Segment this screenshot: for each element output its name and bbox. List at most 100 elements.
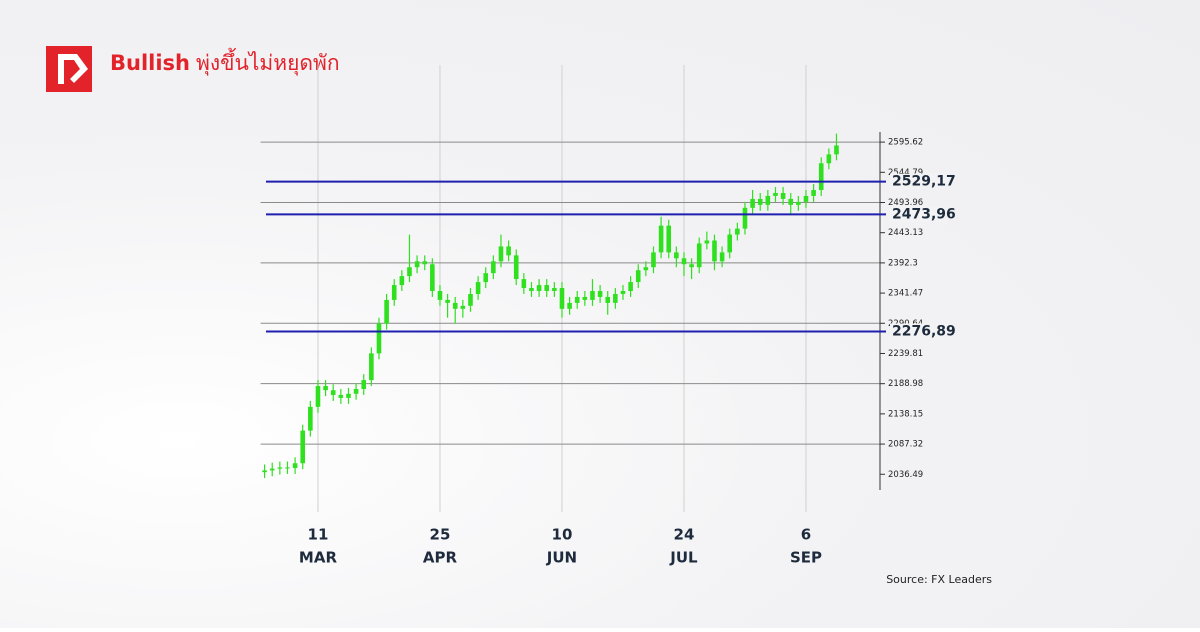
candle-body <box>704 240 710 244</box>
candle-body <box>567 302 572 309</box>
candle-body <box>277 467 283 469</box>
candle-body <box>796 201 801 205</box>
candle-body <box>468 293 473 306</box>
candle-body <box>597 290 603 297</box>
candle-body <box>788 198 794 205</box>
candle-body <box>666 225 672 253</box>
y-tick-label: 2188.98 <box>888 379 923 389</box>
level-label: 2473,96 <box>892 206 956 222</box>
title-bold: Bullish <box>110 51 190 75</box>
candle-body <box>491 261 496 274</box>
x-tick-month: MAR <box>299 549 338 567</box>
candle-body <box>544 285 550 291</box>
level-label: 2529,17 <box>892 174 956 190</box>
candle-body <box>529 288 534 291</box>
y-tick-label: 2036.49 <box>888 470 923 480</box>
candle-body <box>582 296 588 300</box>
candle-body <box>719 252 725 262</box>
candle-body <box>376 323 382 354</box>
candle-body <box>521 279 527 289</box>
candle-body <box>498 246 504 262</box>
candle-body <box>430 264 435 291</box>
candle-body <box>292 463 298 469</box>
candle-body <box>559 288 565 309</box>
candle-body <box>308 406 313 431</box>
y-tick-label: 2239.81 <box>888 349 923 359</box>
candle-body <box>742 207 748 229</box>
candle-body <box>460 305 466 309</box>
candle-body <box>346 393 351 398</box>
candle-body <box>353 389 359 394</box>
y-tick-label: 2341.47 <box>888 289 923 299</box>
candle-body <box>780 192 786 199</box>
x-tick-month: JUN <box>546 549 577 567</box>
level-label-bg <box>890 323 948 340</box>
candle-body <box>513 255 519 280</box>
candle-body <box>826 154 832 164</box>
candle-body <box>651 252 656 268</box>
candle-body <box>391 285 397 300</box>
logo <box>46 46 92 92</box>
y-tick-label: 2087.32 <box>888 440 923 450</box>
candle-body <box>506 246 511 256</box>
candle-body <box>605 296 611 303</box>
candle-body <box>445 299 450 303</box>
candle-body <box>437 290 443 300</box>
x-tick-month: JUL <box>669 549 698 567</box>
x-tick-month: APR <box>423 549 458 567</box>
candle-body <box>369 353 374 381</box>
candle-body <box>635 270 641 283</box>
level-label: 2276,89 <box>892 323 956 339</box>
candle-body <box>300 430 306 464</box>
candle-body <box>818 163 824 190</box>
candle-body <box>834 145 839 155</box>
y-tick-label: 2595.62 <box>888 138 923 148</box>
candle-body <box>689 264 694 268</box>
candle-body <box>750 198 755 208</box>
y-tick-label: 2493.96 <box>888 198 923 208</box>
x-tick-day: 11 <box>308 526 329 544</box>
candle-body <box>269 468 275 471</box>
candle-body <box>628 282 633 291</box>
candle-body <box>803 195 809 202</box>
candle-body <box>590 290 595 300</box>
candle-body <box>407 267 412 277</box>
level-label-bg <box>890 173 948 190</box>
candle-body <box>757 198 763 205</box>
candle-body <box>414 261 420 268</box>
source: Source: FX Leaders <box>886 573 992 586</box>
x-tick-day: 6 <box>801 526 811 544</box>
candle-body <box>262 470 267 473</box>
candle-body <box>735 228 740 235</box>
candle-body <box>674 252 679 259</box>
candle-body <box>361 380 367 390</box>
x-tick-month: SEP <box>790 549 822 567</box>
candle-body <box>658 225 664 253</box>
candle-body <box>727 234 733 253</box>
y-tick-label: 2138.15 <box>888 409 923 419</box>
candle-body <box>811 190 816 196</box>
candle-body <box>613 293 618 303</box>
candle-body <box>330 390 336 395</box>
candle-body <box>681 258 687 265</box>
title-rest: พุ่งขึ้นไม่หยุดพัก <box>196 48 340 76</box>
candle-body <box>696 243 702 268</box>
candle-body <box>536 285 542 291</box>
candle-body <box>452 302 458 309</box>
candle-body <box>574 296 580 303</box>
candle-body <box>399 276 405 286</box>
candle-body <box>712 240 717 262</box>
candle-body <box>483 273 489 283</box>
y-tick-label: 2443.13 <box>888 228 923 238</box>
candle-body <box>552 288 557 291</box>
candle-body <box>620 290 626 294</box>
candle-body <box>285 467 290 469</box>
candle-body <box>773 192 778 196</box>
candle-body <box>422 261 428 265</box>
title: Bullish พุ่งขึ้นไม่หยุดพัก <box>110 48 340 76</box>
level-label-bg <box>890 206 948 223</box>
x-tick-day: 24 <box>674 526 695 544</box>
x-tick-day: 10 <box>552 526 573 544</box>
x-tick-day: 25 <box>430 526 451 544</box>
